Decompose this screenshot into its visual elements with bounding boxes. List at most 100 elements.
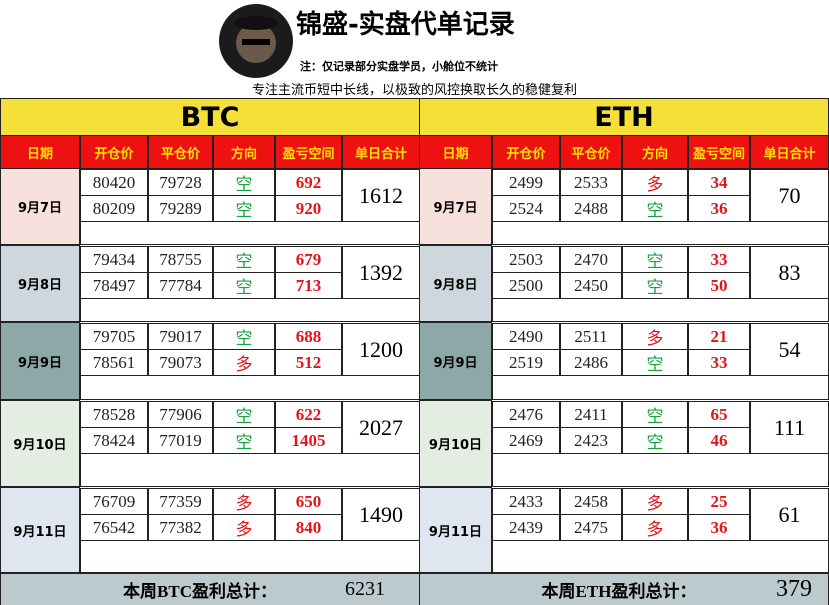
date-cell: 9月10日: [0, 400, 80, 487]
column-header: 方向: [213, 135, 275, 169]
close-price: 77359: [148, 488, 213, 515]
close-price: 79289: [148, 195, 213, 222]
direction: 空: [213, 195, 275, 222]
daily-total: 1392: [342, 246, 420, 299]
direction: 空: [622, 272, 688, 299]
column-header: 方向: [622, 135, 688, 169]
column-header: 单日合计: [750, 135, 829, 169]
pnl: 688: [275, 323, 342, 350]
empty-row: [492, 375, 829, 400]
open-price: 2503: [492, 246, 560, 273]
column-header: 日期: [419, 135, 492, 169]
open-price: 79705: [80, 323, 148, 350]
open-price: 79434: [80, 246, 148, 273]
column-header: 盈亏空间: [688, 135, 750, 169]
open-price: 78561: [80, 349, 148, 376]
column-header: 平仓价: [148, 135, 213, 169]
column-header: 平仓价: [560, 135, 622, 169]
open-price: 78497: [80, 272, 148, 299]
direction: 多: [622, 169, 688, 196]
open-price: 80209: [80, 195, 148, 222]
open-price: 2439: [492, 514, 560, 541]
daily-total: 70: [750, 169, 829, 222]
empty-row: [492, 298, 829, 322]
empty-row: [80, 375, 420, 400]
close-price: 2423: [560, 427, 622, 454]
pnl: 65: [688, 401, 750, 428]
date-cell: 9月8日: [419, 245, 492, 322]
direction: 空: [213, 401, 275, 428]
date-cell: 9月7日: [0, 168, 80, 245]
empty-row: [80, 453, 420, 487]
daily-total: 1200: [342, 323, 420, 376]
subtitle: 专注主流币短中长线，以极致的风控换取长久的稳健复利: [251, 83, 577, 98]
direction: 空: [213, 323, 275, 350]
open-price: 2499: [492, 169, 560, 196]
date-cell: 9月11日: [0, 487, 80, 573]
direction: 多: [213, 349, 275, 376]
pnl: 33: [688, 349, 750, 376]
daily-total: 61: [750, 488, 829, 541]
column-header: 开仓价: [80, 135, 148, 169]
close-price: 77784: [148, 272, 213, 299]
close-price: 78755: [148, 246, 213, 273]
footer-total: 6231: [345, 577, 385, 600]
close-price: 77019: [148, 427, 213, 454]
daily-total: 2027: [342, 401, 420, 454]
pnl: 50: [688, 272, 750, 299]
footer-total: 379: [776, 575, 812, 602]
title: 锦盛-实盘代单记录: [296, 10, 515, 40]
column-header: 盈亏空间: [275, 135, 342, 169]
open-price: 2433: [492, 488, 560, 515]
close-price: 2533: [560, 169, 622, 196]
pnl: 33: [688, 246, 750, 273]
pnl: 46: [688, 427, 750, 454]
avatar: [219, 4, 293, 78]
close-price: 79017: [148, 323, 213, 350]
direction: 多: [213, 488, 275, 515]
note: 注：仅记录部分实盘学员，小舱位不统计: [300, 61, 498, 73]
close-price: 2488: [560, 195, 622, 222]
pnl: 36: [688, 514, 750, 541]
empty-row: [492, 221, 829, 245]
empty-row: [492, 540, 829, 573]
direction: 多: [622, 514, 688, 541]
close-price: 2511: [560, 323, 622, 350]
pnl: 650: [275, 488, 342, 515]
pnl: 36: [688, 195, 750, 222]
close-price: 79073: [148, 349, 213, 376]
pnl: 21: [688, 323, 750, 350]
close-price: 77382: [148, 514, 213, 541]
date-cell: 9月10日: [419, 400, 492, 487]
pnl: 34: [688, 169, 750, 196]
empty-row: [492, 453, 829, 487]
date-cell: 9月11日: [419, 487, 492, 573]
pnl: 713: [275, 272, 342, 299]
open-price: 2469: [492, 427, 560, 454]
daily-total: 1490: [342, 488, 420, 541]
date-cell: 9月9日: [0, 322, 80, 400]
empty-row: [80, 221, 420, 245]
empty-row: [80, 298, 420, 322]
close-price: 2486: [560, 349, 622, 376]
open-price: 80420: [80, 169, 148, 196]
direction: 空: [622, 401, 688, 428]
daily-total: 111: [750, 401, 829, 454]
pnl: 1405: [275, 427, 342, 454]
direction: 空: [213, 169, 275, 196]
close-price: 79728: [148, 169, 213, 196]
open-price: 76542: [80, 514, 148, 541]
section-name: BTC: [0, 98, 420, 136]
pnl: 692: [275, 169, 342, 196]
column-header: 开仓价: [492, 135, 560, 169]
open-price: 2519: [492, 349, 560, 376]
open-price: 78424: [80, 427, 148, 454]
direction: 空: [213, 272, 275, 299]
daily-total: 1612: [342, 169, 420, 222]
direction: 空: [213, 427, 275, 454]
close-price: 77906: [148, 401, 213, 428]
section-name: ETH: [419, 98, 829, 136]
open-price: 2524: [492, 195, 560, 222]
open-price: 2500: [492, 272, 560, 299]
